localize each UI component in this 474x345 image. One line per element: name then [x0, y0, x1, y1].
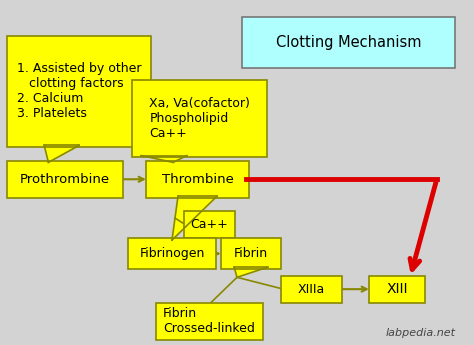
Text: Prothrombine: Prothrombine [20, 173, 110, 186]
FancyBboxPatch shape [7, 161, 123, 198]
Text: Fibrin: Fibrin [234, 247, 268, 260]
FancyBboxPatch shape [132, 79, 267, 157]
Text: Xa, Va(cofactor)
Phospholipid
Ca++: Xa, Va(cofactor) Phospholipid Ca++ [149, 97, 250, 140]
Text: Clotting Mechanism: Clotting Mechanism [276, 35, 421, 50]
FancyBboxPatch shape [221, 238, 281, 269]
FancyBboxPatch shape [242, 17, 456, 68]
Polygon shape [44, 146, 79, 162]
FancyBboxPatch shape [183, 211, 235, 238]
FancyBboxPatch shape [128, 238, 216, 269]
Text: XIIIa: XIIIa [298, 283, 325, 296]
Text: Fibrin
Crossed-linked: Fibrin Crossed-linked [163, 307, 255, 335]
Polygon shape [141, 156, 187, 162]
FancyBboxPatch shape [155, 303, 263, 340]
FancyBboxPatch shape [7, 36, 151, 147]
FancyBboxPatch shape [146, 161, 248, 198]
Text: 1. Assisted by other
   clotting factors
2. Calcium
3. Platelets: 1. Assisted by other clotting factors 2.… [17, 62, 141, 120]
Text: XIII: XIII [386, 282, 408, 296]
Text: Thrombine: Thrombine [162, 173, 234, 186]
Text: Fibrinogen: Fibrinogen [139, 247, 205, 260]
Polygon shape [234, 267, 268, 277]
Text: labpedia.net: labpedia.net [385, 328, 456, 338]
FancyBboxPatch shape [281, 276, 341, 303]
Polygon shape [172, 196, 217, 240]
FancyBboxPatch shape [369, 276, 425, 303]
Text: Ca++: Ca++ [190, 218, 228, 231]
